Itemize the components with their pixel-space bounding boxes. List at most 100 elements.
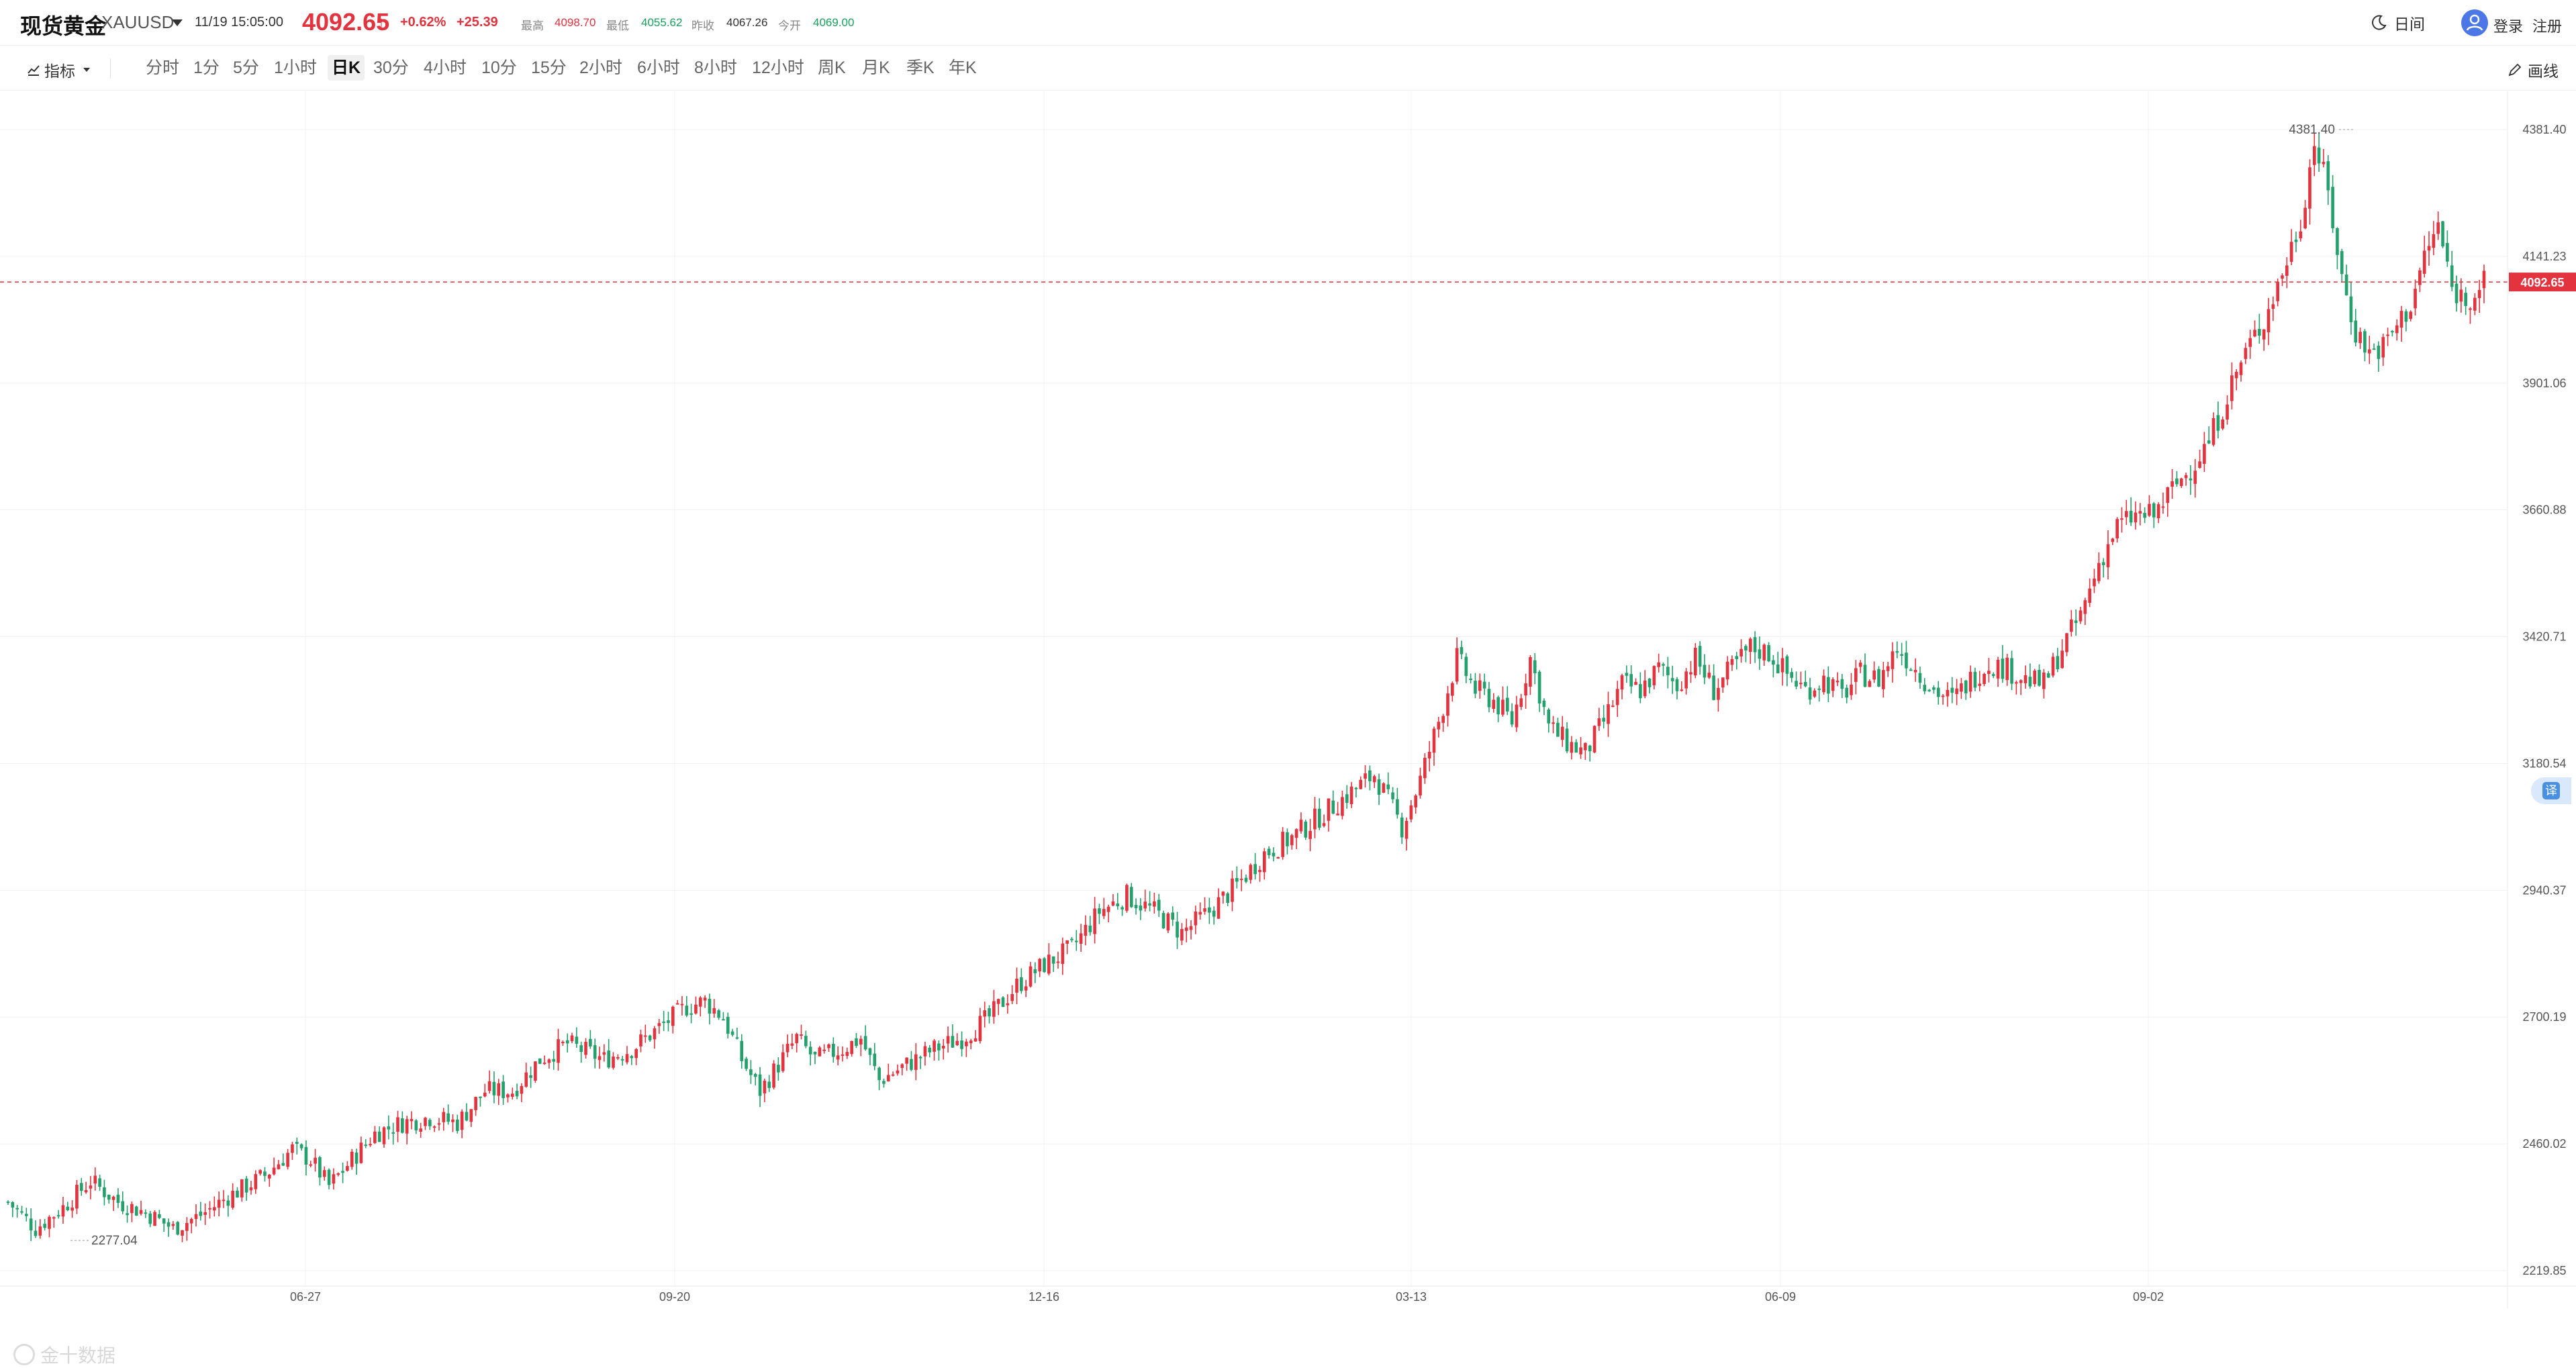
candle-body — [1171, 912, 1175, 920]
y-tick-label: 2460.02 — [2522, 1137, 2566, 1151]
period-tab-10min[interactable]: 10分 — [481, 58, 517, 77]
candle-body — [602, 1052, 606, 1055]
candle-body — [181, 1230, 184, 1236]
period-tab-4hour[interactable]: 4小时 — [424, 58, 467, 77]
candle-body — [868, 1048, 872, 1055]
candle-body — [951, 1036, 955, 1048]
indicator-icon — [28, 65, 40, 76]
candle-body — [2414, 289, 2417, 309]
candle-body — [1739, 648, 1743, 656]
candle-body — [2211, 418, 2215, 445]
candle-body — [873, 1053, 877, 1067]
candle-body — [804, 1036, 808, 1046]
candle-body — [1735, 656, 1739, 659]
symbol-name: 现货黄金 — [20, 14, 107, 38]
period-tab-5min[interactable]: 5分 — [233, 58, 259, 77]
period-tab-15min[interactable]: 15分 — [531, 58, 567, 77]
period-tab-quarterly[interactable]: 季K — [906, 58, 935, 77]
candle-body — [1854, 668, 1858, 682]
candle-body — [359, 1142, 363, 1163]
candle-body — [281, 1163, 285, 1166]
y-tick-label: 3660.88 — [2522, 503, 2566, 517]
candle-body — [428, 1120, 432, 1126]
candle-body — [2418, 270, 2422, 285]
candle-body — [1666, 667, 1670, 675]
candle-body — [1625, 673, 1629, 676]
period-tab-6hour[interactable]: 6小时 — [637, 58, 680, 77]
candle-body — [1276, 857, 1280, 859]
symbol-code[interactable]: XAUUSD — [101, 12, 175, 32]
kline-chart-svg[interactable]: 4092.65 4381.40 2277.04 4381.40 4141.23 3901… — [0, 91, 2576, 1309]
candle-body — [1533, 660, 1537, 673]
candle-body — [1161, 913, 1165, 928]
candle-body — [1858, 663, 1862, 667]
candle-body — [2056, 656, 2060, 669]
symbol-dropdown-caret-icon[interactable] — [172, 19, 183, 26]
candle-body — [2184, 475, 2188, 479]
day-night-label: 日间 — [2394, 15, 2425, 33]
stat-prev-close-value: 4067.26 — [726, 16, 768, 29]
candle-body — [1840, 679, 1844, 689]
candle-body — [2367, 349, 2371, 354]
stat-prev-close-label: 昨收 — [691, 19, 714, 32]
period-tab-monthly[interactable]: 月K — [862, 58, 890, 77]
candle-body — [1088, 925, 1092, 932]
candle-body — [634, 1048, 638, 1059]
candle-body — [24, 1214, 28, 1216]
period-tab-daily[interactable]: 日K — [328, 55, 365, 81]
candle-body — [1313, 808, 1317, 830]
candle-body — [52, 1217, 56, 1219]
candle-body — [2051, 656, 2055, 676]
candle-body — [575, 1036, 579, 1044]
candle-body — [1231, 878, 1234, 902]
candle-body — [2312, 146, 2316, 165]
candle-body — [589, 1038, 592, 1046]
kline-chart[interactable]: 4092.65 4381.40 2277.04 4381.40 4141.23 3901… — [0, 91, 2576, 1366]
user-avatar-icon[interactable] — [2461, 9, 2488, 36]
y-tick-label: 2940.37 — [2522, 883, 2566, 897]
period-tab-yearly[interactable]: 年K — [949, 58, 977, 77]
candle-body — [1698, 646, 1702, 667]
period-tab-30min[interactable]: 30分 — [373, 58, 409, 77]
login-button[interactable]: 登录 — [2493, 18, 2524, 35]
day-night-toggle[interactable]: 日间 — [2370, 12, 2425, 34]
stat-low-value: 4055.62 — [641, 16, 683, 29]
current-price-tag — [2509, 273, 2576, 292]
candle-body — [777, 1065, 780, 1073]
candle-body — [1588, 745, 1592, 752]
candle-body — [502, 1081, 505, 1098]
candle-body — [2226, 404, 2229, 420]
indicator-button[interactable]: 指标 — [27, 58, 90, 81]
candle-body — [2326, 161, 2330, 191]
candle-body — [2170, 481, 2174, 487]
candle-body — [2477, 290, 2481, 299]
period-tab-2hour[interactable]: 2小时 — [579, 58, 622, 77]
register-button[interactable]: 注册 — [2532, 18, 2563, 35]
period-tab-1min[interactable]: 1分 — [193, 58, 220, 77]
candle-body — [763, 1081, 767, 1093]
candle-body — [662, 1021, 665, 1023]
candle-body — [1226, 893, 1230, 903]
candle-body — [2399, 311, 2403, 328]
candle-body — [2143, 513, 2146, 518]
candle-body — [1478, 680, 1482, 691]
candle-body — [148, 1213, 152, 1224]
period-tab-12hour[interactable]: 12小时 — [752, 58, 804, 77]
candle-body — [1918, 673, 1922, 683]
candle-body — [2038, 669, 2041, 686]
translate-button[interactable]: 译 — [2531, 777, 2571, 804]
candle-body — [2276, 281, 2279, 301]
candle-body — [877, 1067, 881, 1081]
period-tab-1hour[interactable]: 1小时 — [274, 58, 317, 77]
period-tab-minute[interactable]: 分时 — [146, 58, 180, 77]
candle-body — [171, 1224, 175, 1226]
pencil-icon — [2508, 63, 2522, 77]
candle-body — [891, 1074, 895, 1076]
draw-line-button[interactable]: 画线 — [2508, 58, 2559, 81]
period-tab-weekly[interactable]: 周K — [818, 58, 846, 77]
candle-body — [1198, 912, 1202, 915]
candle-body — [1795, 681, 1798, 687]
period-tab-8hour[interactable]: 8小时 — [694, 58, 737, 77]
candle-body — [671, 1006, 675, 1026]
candle-body — [2469, 308, 2472, 310]
